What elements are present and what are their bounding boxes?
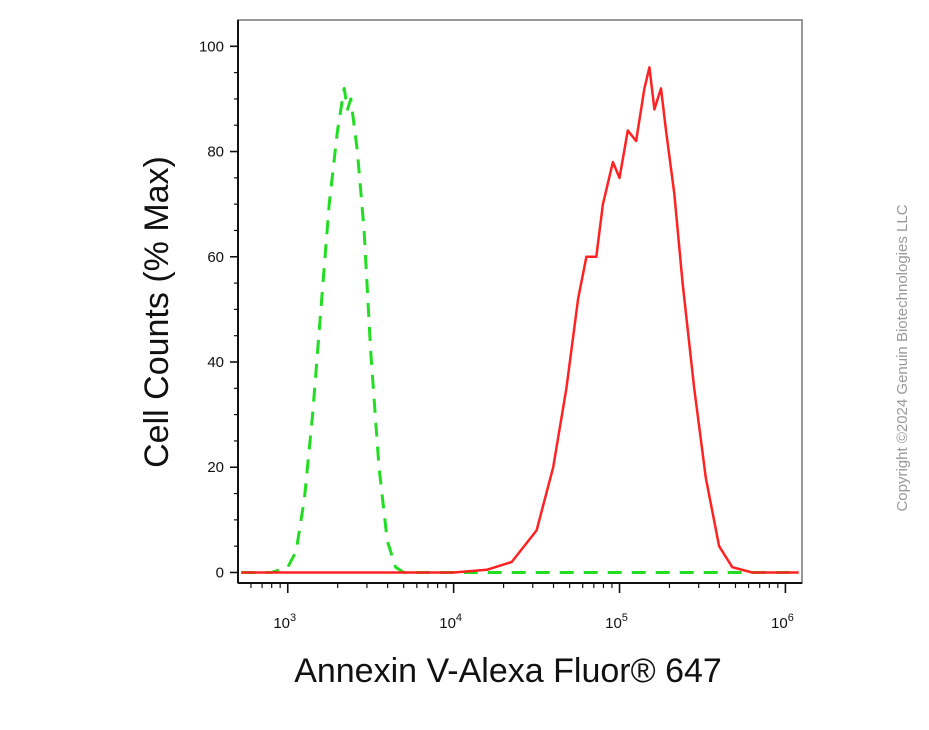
green-dashed-series-line (241, 86, 799, 574)
x-axis-label: Annexin V-Alexa Fluor® 647 (294, 652, 722, 690)
y-tick-label: 80 (207, 144, 224, 161)
y-minor-ticks (234, 72, 238, 547)
x-major-ticks: 103 104 105 106 (273, 583, 794, 632)
series-layer (241, 66, 799, 574)
y-tick-label: 40 (207, 354, 224, 371)
y-tick-label: 20 (207, 459, 224, 476)
x-tick-label: 103 (273, 612, 296, 632)
y-tick-label: 100 (199, 38, 224, 55)
y-major-ticks: 0 20 40 60 80 100 (199, 38, 238, 581)
x-tick-label: 105 (605, 612, 628, 632)
x-tick-label: 104 (439, 612, 462, 632)
y-axis-label: Cell Counts (% Max) (138, 156, 176, 468)
y-tick-label: 60 (207, 249, 224, 266)
y-tick-label: 0 (216, 564, 224, 581)
red-solid-series-line (241, 66, 799, 574)
x-minor-ticks (250, 583, 779, 588)
copyright-watermark: Copyright ©2024 Genuin Biotechnologies L… (894, 204, 911, 511)
x-tick-label: 106 (771, 612, 794, 632)
